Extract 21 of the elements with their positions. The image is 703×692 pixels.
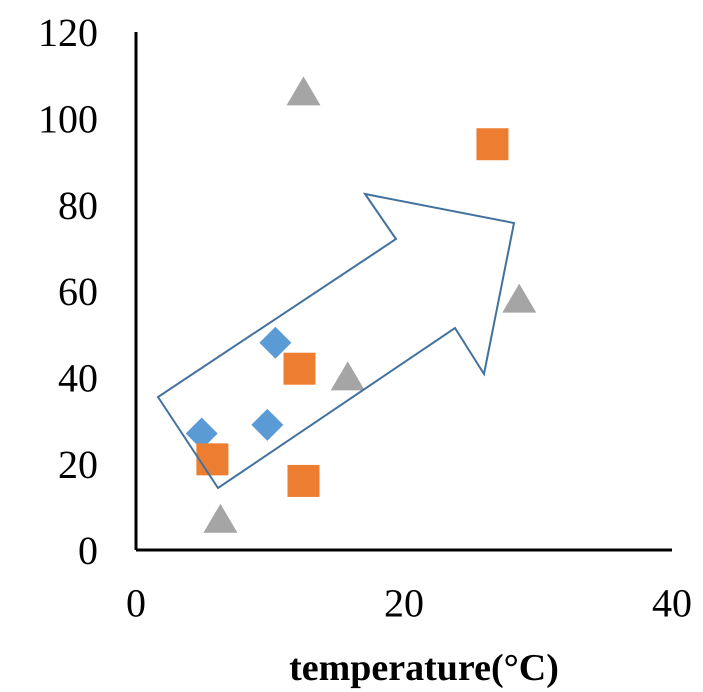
y-tick-label: 60: [58, 269, 98, 314]
point: [330, 361, 365, 390]
y-tick-label: 20: [58, 442, 98, 487]
point: [251, 408, 284, 441]
y-tick-label: 0: [78, 528, 98, 574]
point: [502, 284, 536, 313]
x-tick-label: 20: [384, 580, 424, 626]
x-tick-label: 40: [652, 580, 692, 626]
y-tick-label: 100: [38, 96, 98, 142]
x-axis-title: temperature(°C): [289, 647, 559, 689]
point: [259, 326, 292, 359]
y-tick-label: 80: [58, 182, 98, 228]
point: [283, 352, 316, 385]
point: [476, 128, 508, 160]
point: [288, 464, 320, 497]
point: [203, 504, 238, 533]
x-tick-label: 0: [126, 580, 146, 626]
y-tick-label: 120: [38, 10, 98, 56]
y-tick-label: 40: [58, 356, 98, 401]
point: [196, 443, 228, 476]
point: [286, 76, 320, 106]
